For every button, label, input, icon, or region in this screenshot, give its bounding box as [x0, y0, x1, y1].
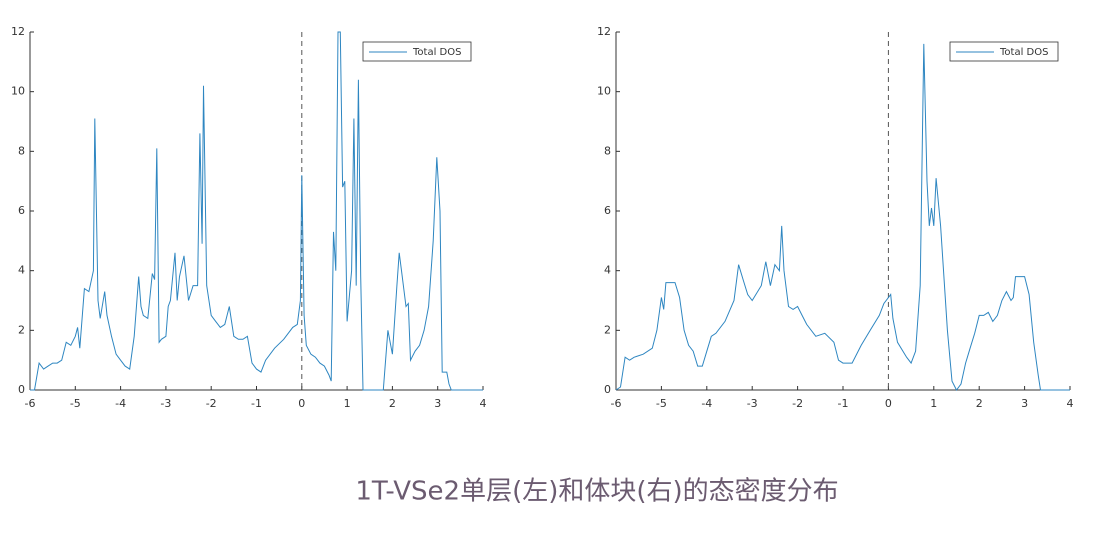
- y-tick-label: 8: [604, 144, 611, 157]
- y-tick-label: 10: [597, 85, 611, 98]
- y-tick-label: 8: [18, 144, 25, 157]
- x-tick-label: -2: [792, 397, 803, 410]
- y-tick-label: 2: [18, 323, 25, 336]
- y-tick-label: 10: [11, 85, 25, 98]
- y-tick-label: 12: [11, 25, 25, 38]
- x-tick-label: -5: [70, 397, 81, 410]
- legend-box: [949, 41, 1059, 62]
- x-tick-label: 0: [885, 397, 892, 410]
- x-tick-label: 3: [1021, 397, 1028, 410]
- y-tick-label: 0: [604, 383, 611, 396]
- x-tick-label: -3: [747, 397, 758, 410]
- x-tick-label: 0: [298, 397, 305, 410]
- legend-label: Total DOS: [999, 47, 1048, 58]
- x-tick-label: 4: [480, 397, 487, 410]
- x-tick-label: -4: [115, 397, 126, 410]
- x-tick-label: 3: [434, 397, 441, 410]
- x-tick-label: -1: [838, 397, 849, 410]
- caption: 1T-VSe2单层(左)和体块(右)的态密度分布: [355, 477, 838, 507]
- x-tick-label: 4: [1067, 397, 1074, 410]
- x-tick-label: -2: [206, 397, 217, 410]
- y-tick-label: 2: [604, 323, 611, 336]
- x-tick-label: -6: [25, 397, 36, 410]
- x-tick-label: 1: [344, 397, 351, 410]
- x-tick-label: -3: [160, 397, 171, 410]
- x-tick-label: -4: [701, 397, 712, 410]
- y-tick-label: 0: [18, 383, 25, 396]
- dos-line: [615, 43, 1070, 391]
- x-tick-label: 2: [389, 397, 396, 410]
- x-tick-label: 2: [976, 397, 983, 410]
- x-tick-label: -6: [611, 397, 622, 410]
- y-tick-label: 4: [18, 264, 25, 277]
- x-tick-label: -5: [656, 397, 667, 410]
- legend-box: [362, 41, 472, 62]
- legend-label: Total DOS: [412, 47, 461, 58]
- dos-line: [30, 31, 483, 391]
- x-tick-label: -1: [251, 397, 262, 410]
- y-tick-label: 4: [604, 264, 611, 277]
- y-tick-label: 12: [597, 25, 611, 38]
- y-tick-label: 6: [18, 204, 25, 217]
- y-tick-label: 6: [604, 204, 611, 217]
- x-tick-label: 1: [930, 397, 937, 410]
